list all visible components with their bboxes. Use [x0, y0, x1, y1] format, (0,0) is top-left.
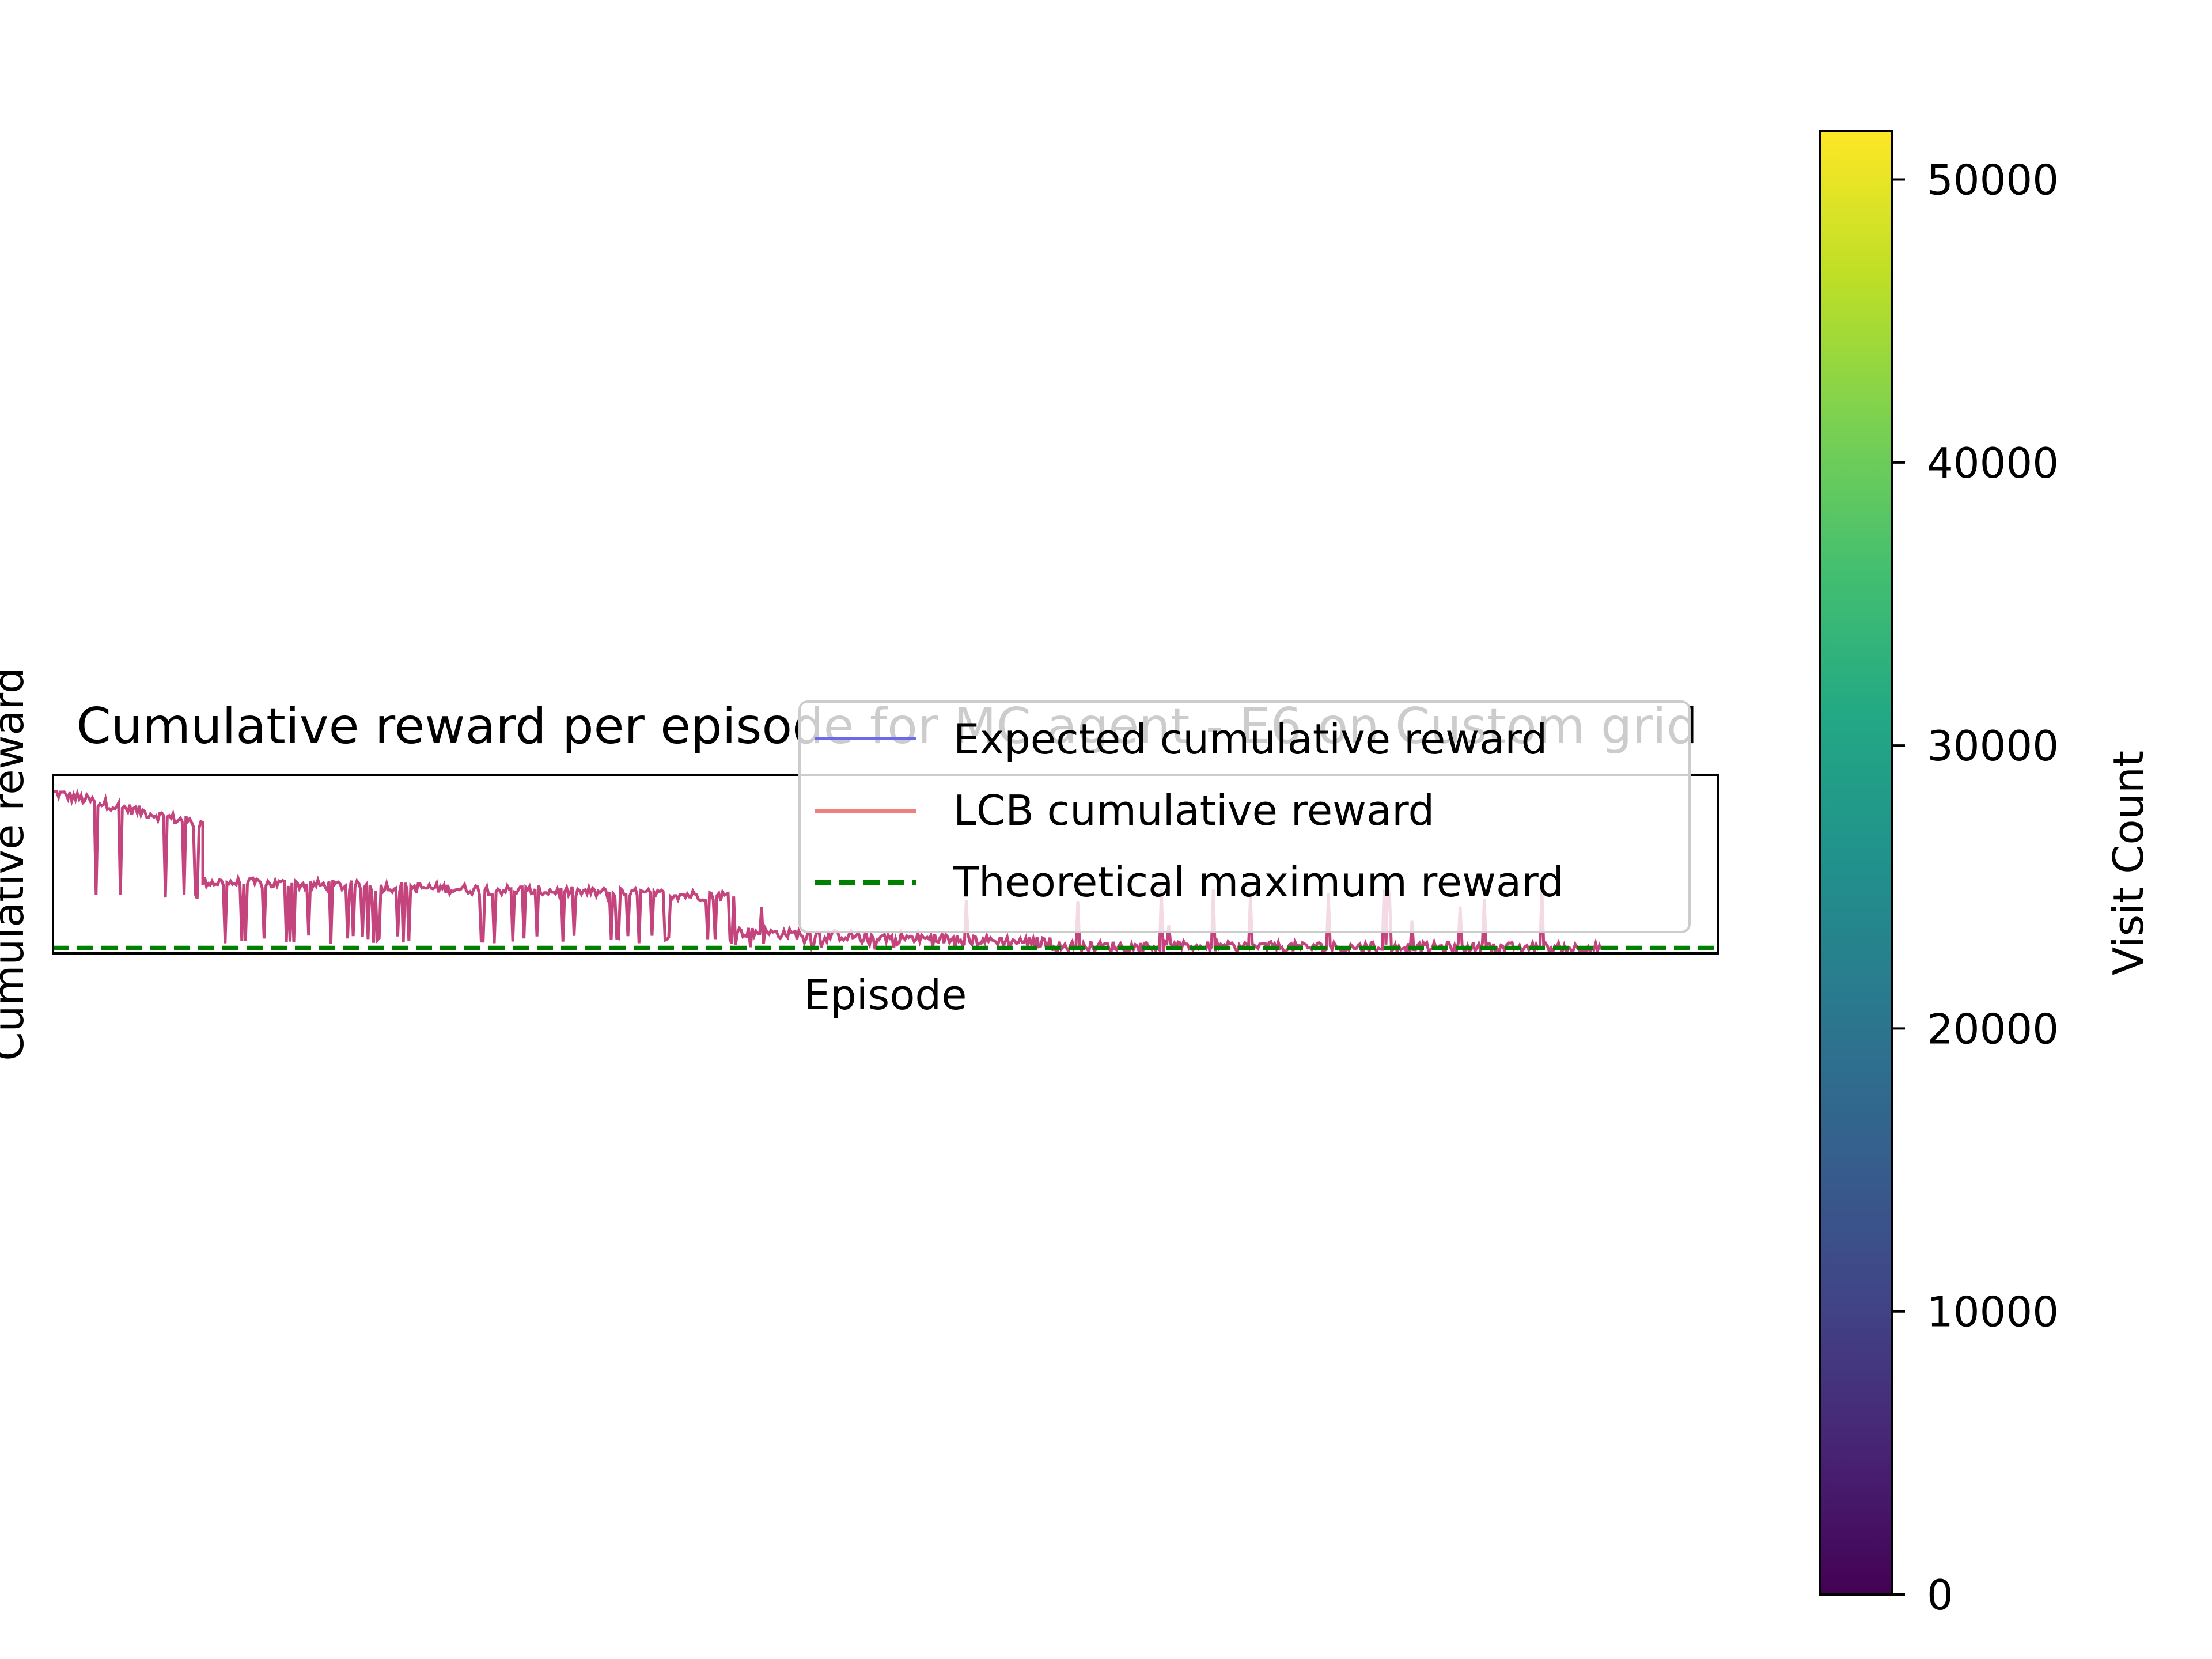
x-axis-label: Episode — [804, 971, 967, 1019]
colorbar: 0 10000 20000 30000 40000 50000 Visit Count — [1819, 130, 2153, 1619]
colorbar-tick-label: 30000 — [1927, 722, 2059, 770]
colorbar-tick-label: 50000 — [1927, 156, 2059, 204]
colorbar-tick-label: 10000 — [1927, 1288, 2059, 1336]
colorbar-ticks: 0 10000 20000 30000 40000 50000 — [1892, 156, 2059, 1619]
legend-frame — [798, 700, 1691, 933]
colorbar-tick-label: 0 — [1927, 1571, 1953, 1619]
colorbar-gradient — [1819, 130, 1893, 1596]
colorbar-tick-label: 20000 — [1927, 1005, 2059, 1053]
legend: Expected cumulative reward LCB cumulativ… — [798, 700, 1691, 933]
colorbar-label: Visit Count — [2104, 751, 2153, 975]
y-axis-label: Cumulative reward — [0, 667, 33, 1060]
legend-label-expected: Expected cumulative reward — [953, 715, 1547, 763]
legend-label-maximum: Theoretical maximum reward — [953, 858, 1564, 906]
colorbar-tick-label: 40000 — [1927, 439, 2059, 487]
legend-label-lcb: LCB cumulative reward — [953, 786, 1434, 835]
